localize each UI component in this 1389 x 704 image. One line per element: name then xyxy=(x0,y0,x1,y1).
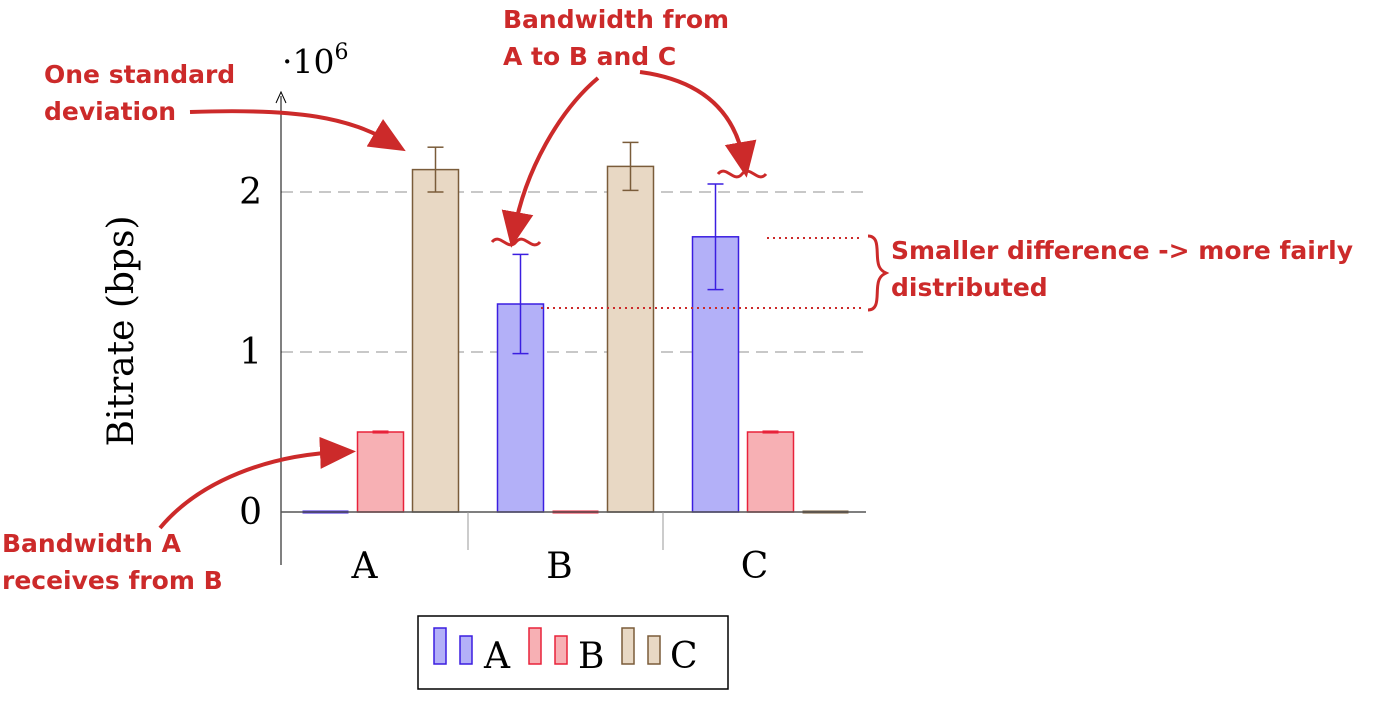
annotation-receives-from-b: Bandwidth A receives from B xyxy=(2,436,356,595)
x-tick-label-a: A xyxy=(351,546,379,587)
bar-b-c xyxy=(746,431,795,513)
annotation-std-line2: deviation xyxy=(44,97,176,126)
annotation-diff-line2: distributed xyxy=(891,273,1048,302)
legend-label-b: B xyxy=(578,636,604,677)
annotation-bandwidth-from-a: Bandwidth from A to B and C xyxy=(490,5,768,248)
baseline xyxy=(281,511,866,550)
annotation-squiggle-b xyxy=(490,237,542,247)
annotation-std-line1: One standard xyxy=(44,60,235,89)
annotation-bw-line1: Bandwidth from xyxy=(503,5,729,34)
legend: A B C xyxy=(417,615,729,690)
y-tick-label-1: 1 xyxy=(239,332,262,373)
annotation-bw-arrow-left xyxy=(501,76,600,248)
annotation-bw-line2: A to B and C xyxy=(503,42,676,71)
x-tick-label-c: C xyxy=(741,546,769,587)
legend-swatch-b-2 xyxy=(554,635,568,665)
annotation-recv-line2: receives from B xyxy=(2,566,223,595)
axes xyxy=(275,90,287,565)
legend-swatch-a-2 xyxy=(459,635,473,665)
y-scale-label: ·106 xyxy=(282,40,348,81)
legend-label-a: A xyxy=(483,636,511,677)
annotation-diff-line1: Smaller difference -> more fairly xyxy=(891,236,1353,265)
bar-b-a xyxy=(356,431,405,513)
y-axis-arrow xyxy=(275,90,287,104)
annotation-smaller-difference: Smaller difference -> more fairly distri… xyxy=(541,234,1353,312)
annotation-squiggle-c xyxy=(716,169,768,179)
annotation-recv-arrow xyxy=(158,436,356,530)
y-scale-exponent: 6 xyxy=(334,40,348,65)
y-tick-label-2: 2 xyxy=(239,172,262,213)
y-tick-label-0: 0 xyxy=(239,492,262,533)
y-axis-label: Bitrate (bps) xyxy=(101,216,142,447)
bars xyxy=(302,141,849,514)
legend-swatch-b-1 xyxy=(528,627,542,665)
annotation-recv-line1: Bandwidth A xyxy=(2,529,182,558)
grid-lines xyxy=(281,191,866,353)
annotation-std-arrow xyxy=(189,109,406,152)
legend-swatch-a-1 xyxy=(433,627,447,665)
legend-label-c: C xyxy=(670,636,698,677)
annotation-brace xyxy=(867,234,890,312)
annotation-bw-arrow-right xyxy=(639,70,757,178)
legend-swatch-c-2 xyxy=(647,635,661,665)
bar-c-b xyxy=(606,165,655,513)
annotation-std-deviation: One standard deviation xyxy=(44,60,406,152)
legend-swatch-c-1 xyxy=(621,627,635,665)
bar-c-a xyxy=(411,168,460,513)
tick-labels: 0 1 2 A B C xyxy=(239,172,768,587)
x-tick-label-b: B xyxy=(546,546,572,587)
